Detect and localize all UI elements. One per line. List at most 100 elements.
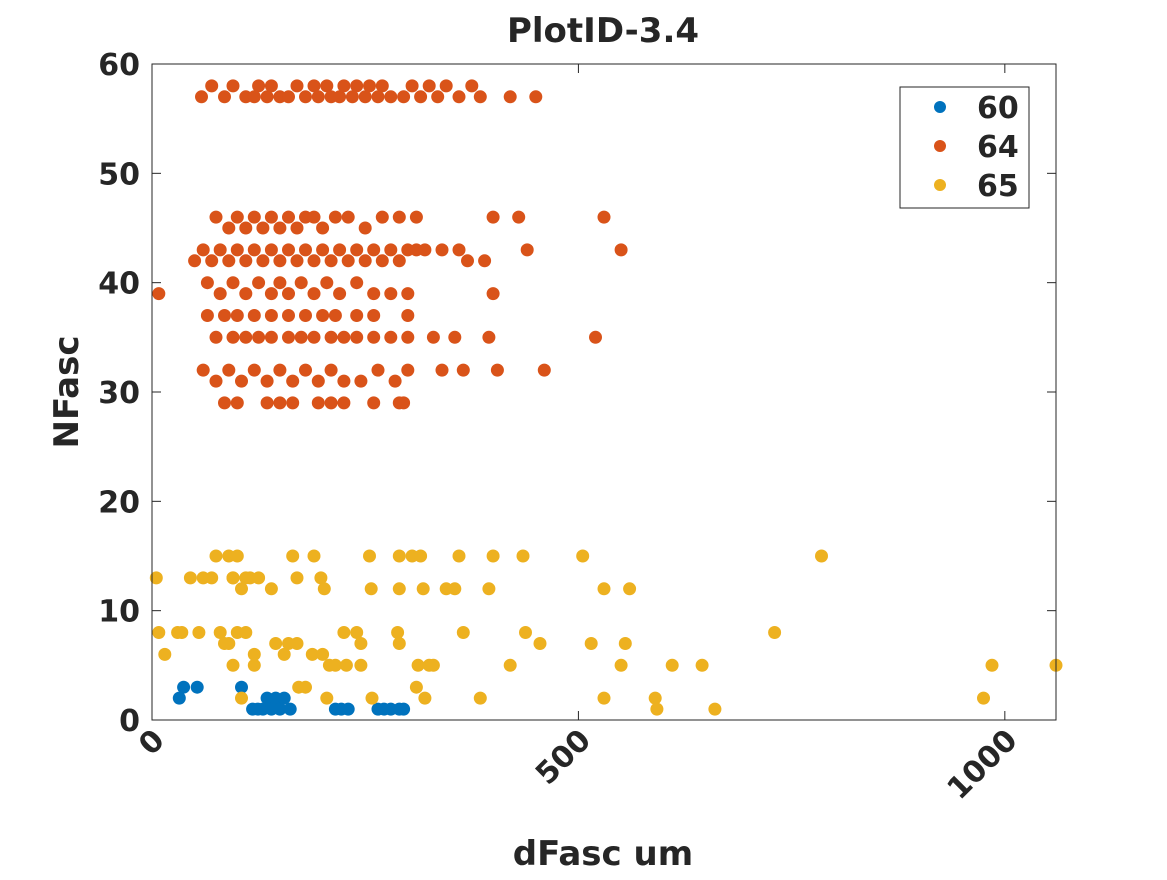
data-point-64 (461, 254, 474, 268)
data-point-64 (358, 90, 372, 104)
data-point-60 (190, 680, 204, 694)
data-point-64 (239, 221, 253, 235)
y-tick-label: 40 (98, 267, 140, 302)
data-point-64 (375, 254, 389, 268)
data-point-64 (307, 254, 321, 268)
data-point-64 (465, 79, 479, 93)
data-point-64 (286, 396, 300, 410)
data-point-65 (584, 637, 598, 650)
data-point-60 (177, 680, 191, 694)
data-point-60 (341, 702, 355, 716)
data-point-65 (247, 658, 261, 672)
data-point-64 (273, 396, 287, 410)
data-point-64 (320, 79, 334, 93)
plot-area (149, 79, 1063, 716)
data-point-65 (391, 626, 405, 639)
y-tick-label: 60 (98, 48, 140, 83)
data-point-64 (213, 243, 227, 257)
legend-marker-64 (934, 140, 946, 152)
data-point-65 (226, 571, 240, 585)
data-point-64 (401, 309, 415, 322)
data-point-65 (392, 637, 406, 650)
data-point-64 (324, 254, 338, 268)
data-point-64 (350, 309, 364, 322)
data-point-64 (252, 330, 266, 344)
data-point-64 (473, 90, 487, 104)
data-point-64 (290, 254, 304, 268)
legend-box (899, 86, 1030, 209)
data-point-64 (589, 330, 602, 344)
data-point-64 (294, 330, 308, 344)
legend-label-64: 64 (977, 130, 1019, 165)
data-point-64 (282, 309, 295, 322)
data-point-64 (341, 254, 355, 268)
data-point-64 (260, 90, 274, 104)
data-point-64 (392, 210, 406, 224)
data-point-65 (482, 582, 496, 596)
data-point-65 (597, 582, 611, 596)
data-point-64 (260, 396, 274, 410)
data-point-64 (520, 243, 534, 257)
data-point-64 (418, 243, 432, 257)
data-point-65 (290, 637, 304, 650)
data-point-64 (273, 276, 287, 290)
legend: 60 64 65 (899, 86, 1030, 209)
data-point-65 (339, 658, 353, 672)
data-point-64 (486, 287, 500, 301)
data-point-65 (815, 549, 828, 563)
data-point-64 (311, 90, 325, 104)
data-point-65 (364, 582, 378, 596)
data-point-64 (367, 396, 381, 410)
data-point-64 (512, 210, 526, 224)
data-point-64 (205, 79, 219, 93)
data-point-64 (235, 374, 248, 388)
data-point-64 (452, 90, 466, 104)
data-point-65 (365, 691, 379, 705)
data-point-64 (290, 221, 304, 235)
data-point-64 (414, 90, 428, 104)
data-point-64 (307, 287, 321, 301)
data-point-65 (247, 647, 261, 661)
data-point-65 (252, 571, 266, 585)
data-point-65 (695, 658, 709, 672)
data-point-64 (316, 309, 330, 322)
data-point-64 (239, 287, 253, 301)
data-point-65 (448, 582, 462, 596)
data-point-64 (401, 287, 415, 301)
data-point-65 (768, 626, 782, 639)
data-point-64 (456, 363, 470, 377)
data-point-64 (363, 79, 376, 93)
data-point-64 (384, 330, 398, 344)
data-point-64 (299, 90, 312, 104)
y-tick-label: 20 (98, 485, 140, 520)
data-point-65 (299, 680, 312, 694)
data-point-65 (597, 691, 611, 705)
data-point-64 (230, 210, 244, 224)
data-point-60 (273, 702, 287, 716)
data-point-64 (282, 243, 295, 257)
data-point-64 (333, 287, 347, 301)
data-point-64 (431, 90, 445, 104)
data-point-64 (222, 254, 236, 268)
x-axis-label: dFasc um (513, 834, 693, 874)
data-point-64 (337, 396, 351, 410)
data-point-65 (226, 658, 240, 672)
data-point-64 (239, 254, 253, 268)
data-point-64 (256, 221, 270, 235)
data-point-64 (152, 287, 166, 301)
data-point-65 (414, 549, 428, 563)
data-point-65 (409, 680, 423, 694)
data-point-65 (618, 637, 632, 650)
data-point-65 (149, 571, 163, 585)
y-tick-label: 50 (98, 157, 140, 192)
data-point-64 (422, 79, 436, 93)
data-point-64 (273, 221, 287, 235)
data-point-65 (264, 582, 278, 596)
data-point-64 (222, 221, 236, 235)
data-point-64 (345, 90, 359, 104)
data-point-64 (264, 79, 278, 93)
data-point-65 (473, 691, 487, 705)
data-point-64 (350, 330, 364, 344)
data-point-64 (282, 330, 295, 344)
data-point-65 (205, 571, 219, 585)
